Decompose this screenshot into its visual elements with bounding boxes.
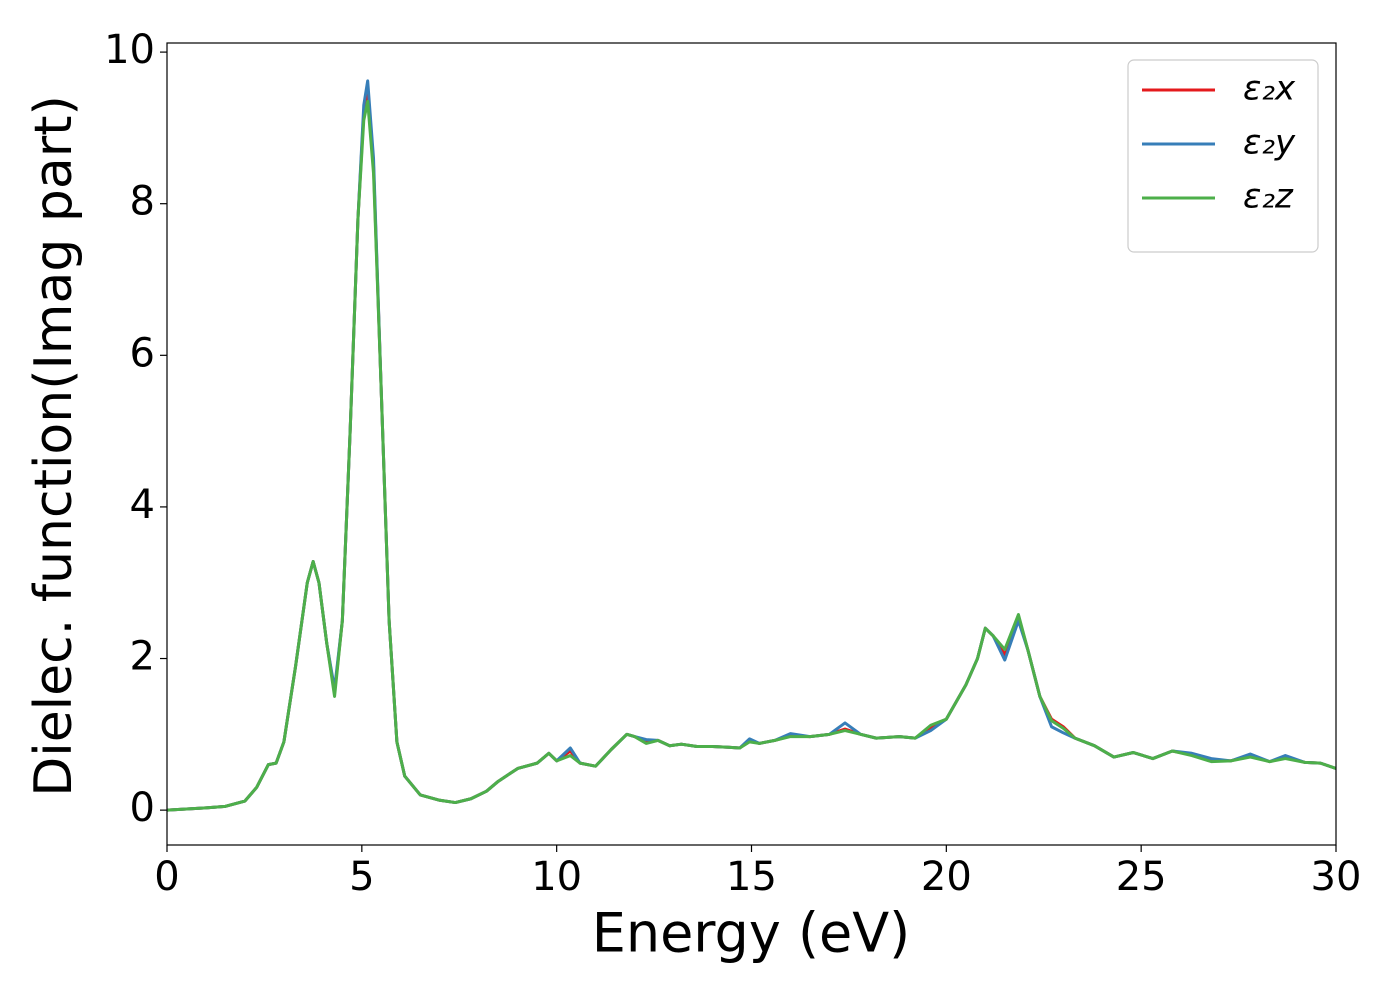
x-tick-label: 30 bbox=[1311, 854, 1362, 900]
x-tick-label: 5 bbox=[349, 854, 374, 900]
legend-label: ε₂x bbox=[1243, 69, 1296, 109]
legend-label: ε₂z bbox=[1243, 177, 1294, 217]
y-tick-label: 4 bbox=[130, 482, 155, 528]
y-tick-label: 6 bbox=[130, 330, 155, 376]
plot-frame bbox=[166, 42, 1337, 846]
y-tick-label: 2 bbox=[130, 634, 155, 680]
legend-box bbox=[1127, 59, 1319, 253]
y-axis-label: Dielec. function(Imag part) bbox=[24, 95, 84, 797]
x-tick-label: 20 bbox=[921, 854, 972, 900]
x-tick-label: 10 bbox=[531, 854, 582, 900]
x-axis-label: Energy (eV) bbox=[592, 902, 911, 965]
x-tick-label: 15 bbox=[726, 854, 777, 900]
series-line bbox=[167, 99, 1336, 812]
y-tick-label: 10 bbox=[104, 27, 155, 73]
x-tick-label: 25 bbox=[1116, 854, 1167, 900]
y-tick-label: 8 bbox=[130, 179, 155, 225]
x-tick-label: 0 bbox=[154, 854, 179, 900]
y-tick-label: 0 bbox=[130, 785, 155, 831]
legend-label: ε₂y bbox=[1243, 123, 1296, 163]
